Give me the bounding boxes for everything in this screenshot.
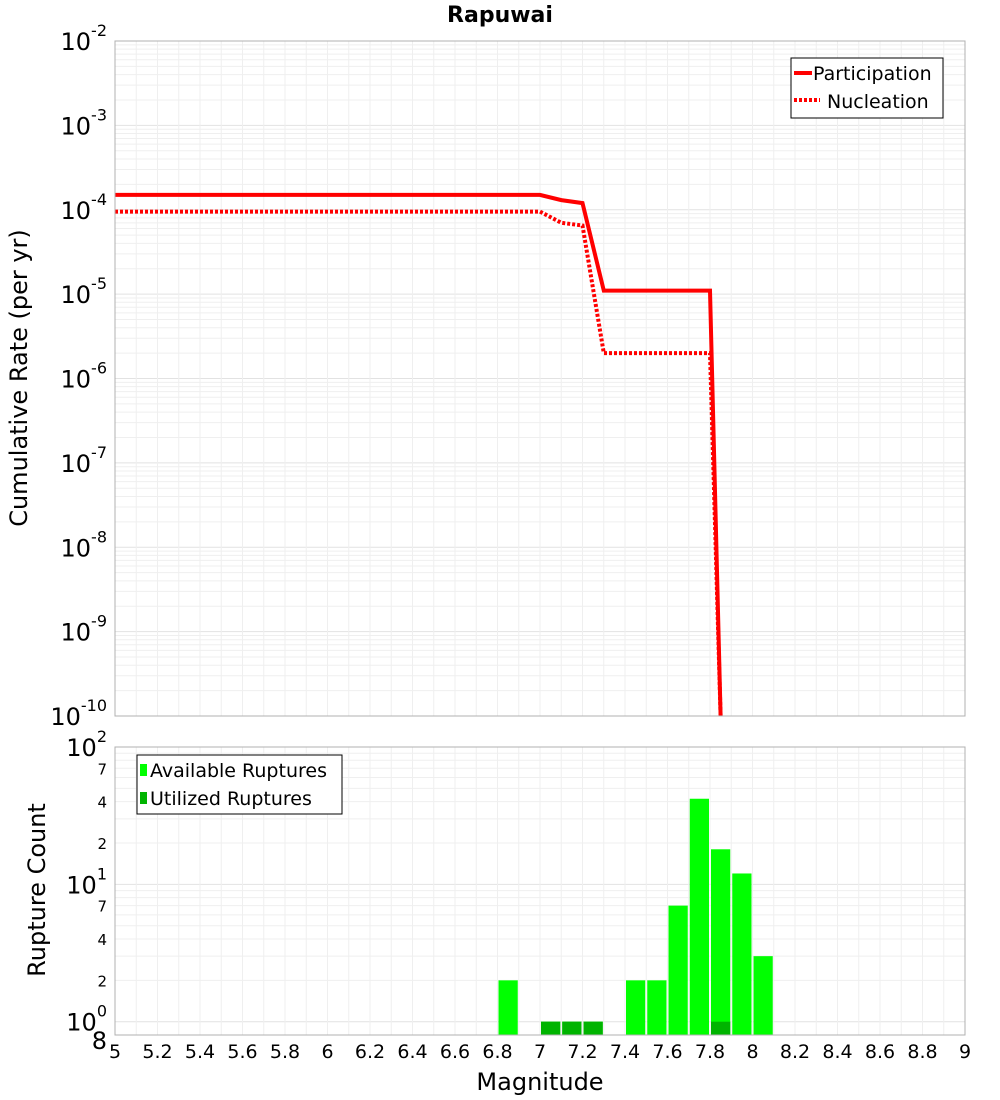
rate-y-tick-label: 10-5 — [61, 274, 108, 309]
magnitude-tick-label: 8.4 — [822, 1041, 852, 1063]
rate-y-tick-label: 10-8 — [61, 527, 108, 562]
rupture-legend: Available Ruptures Utilized Ruptures — [136, 754, 343, 815]
nucleation-legend-label: Nucleation — [827, 91, 929, 113]
magnitude-tick-label: 7.8 — [695, 1041, 725, 1063]
available-ruptures-bar — [498, 980, 518, 1035]
available-ruptures-bar — [668, 905, 688, 1035]
magnitude-tick-label: 7.6 — [652, 1041, 682, 1063]
utilized-ruptures-bar — [562, 1021, 582, 1035]
rupture-y-minor-label: 4 — [97, 794, 107, 812]
rate-plot-border — [114, 40, 966, 717]
available-ruptures-bar — [711, 849, 731, 1035]
rupture-y-minor-label: 7 — [97, 760, 107, 778]
utilized-ruptures-bar — [541, 1021, 561, 1035]
magnitude-tick-label: 5.6 — [227, 1041, 257, 1063]
utilized-legend-swatch — [140, 792, 147, 804]
rupture-y-tick-label: 100 — [66, 1002, 107, 1037]
available-ruptures-bar — [626, 980, 646, 1035]
rupture-legend-box — [136, 754, 343, 815]
rate-y-tick-label: 10-3 — [61, 105, 108, 140]
rupture-y-axis-label: Rupture Count — [23, 803, 51, 977]
rate-y-tick-label: 10-4 — [61, 190, 108, 225]
rupture-y-minor-label: 2 — [97, 972, 107, 990]
available-ruptures-bar — [689, 798, 709, 1035]
rate-y-axis-label: Cumulative Rate (per yr) — [5, 229, 33, 527]
rate-y-tick-label: 10-2 — [61, 21, 108, 56]
rupture-y-tick-labels: 102 101 100 7 4 2 7 4 2 8 — [66, 727, 107, 1055]
magnitude-tick-label: 9 — [959, 1041, 971, 1063]
rupture-y-minor-label: 4 — [97, 931, 107, 949]
magnitude-tick-label: 5.4 — [185, 1041, 215, 1063]
rate-legend-box — [790, 57, 944, 119]
rupture-y-minor-label: 8 — [92, 1027, 107, 1055]
rate-y-tick-label: 10-6 — [61, 359, 108, 394]
magnitude-tick-label: 7.2 — [567, 1041, 597, 1063]
magnitude-tick-label: 5.2 — [142, 1041, 172, 1063]
participation-line — [115, 192, 723, 717]
available-legend-label: Available Ruptures — [150, 760, 327, 782]
rate-plot-grid — [114, 41, 966, 717]
rupture-y-tick-label: 102 — [66, 727, 107, 762]
available-ruptures-bar — [732, 873, 752, 1035]
utilized-ruptures-bar — [711, 1021, 731, 1035]
chart-title: Rapuwai — [447, 3, 553, 28]
utilized-ruptures-bar — [583, 1021, 603, 1035]
rate-y-tick-label: 10-7 — [61, 443, 108, 478]
magnitude-tick-label: 5 — [109, 1041, 121, 1063]
magnitude-tick-label: 6.2 — [355, 1041, 385, 1063]
magnitude-tick-label: 8.2 — [780, 1041, 810, 1063]
rate-y-tick-labels: 10-2 10-3 10-4 10-5 10-6 10-7 10-8 10-9 10-10 — [50, 21, 107, 731]
magnitude-tick-label: 8.8 — [907, 1041, 937, 1063]
available-ruptures-bar — [753, 956, 773, 1035]
rupture-plot-bars — [498, 798, 773, 1035]
rate-plot-lines — [115, 192, 723, 717]
rate-y-tick-label: 10-10 — [50, 696, 107, 731]
rupture-plot-border — [114, 746, 966, 1036]
magnitude-tick-label: 5.8 — [270, 1041, 300, 1063]
magnitude-tick-label: 6.8 — [482, 1041, 512, 1063]
available-legend-swatch — [140, 764, 147, 776]
participation-legend-label: Participation — [813, 63, 932, 85]
magnitude-tick-label: 6.6 — [440, 1041, 470, 1063]
magnitude-axis-label: Magnitude — [476, 1068, 603, 1096]
magnitude-tick-label: 6.4 — [397, 1041, 427, 1063]
rupture-y-minor-label: 2 — [97, 835, 107, 853]
magnitude-tick-label: 7.4 — [610, 1041, 640, 1063]
magnitude-tick-label: 7 — [534, 1041, 546, 1063]
utilized-legend-label: Utilized Ruptures — [150, 788, 312, 810]
magnitude-tick-label: 8.6 — [865, 1041, 895, 1063]
magnitude-tick-label: 8 — [746, 1041, 758, 1063]
available-ruptures-bar — [647, 980, 667, 1035]
rupture-y-minor-label: 7 — [97, 898, 107, 916]
rate-legend: Participation Nucleation — [790, 57, 944, 119]
rate-y-tick-label: 10-9 — [61, 612, 108, 647]
magnitude-x-tick-labels: 5 5.2 5.4 5.6 5.8 6 6.2 6.4 6.6 6.8 7 7.2 7.4 7.6 7.8 8… — [109, 1041, 971, 1063]
nucleation-line — [115, 209, 723, 717]
rupture-y-tick-label: 101 — [66, 864, 107, 899]
magnitude-tick-label: 6 — [321, 1041, 333, 1063]
